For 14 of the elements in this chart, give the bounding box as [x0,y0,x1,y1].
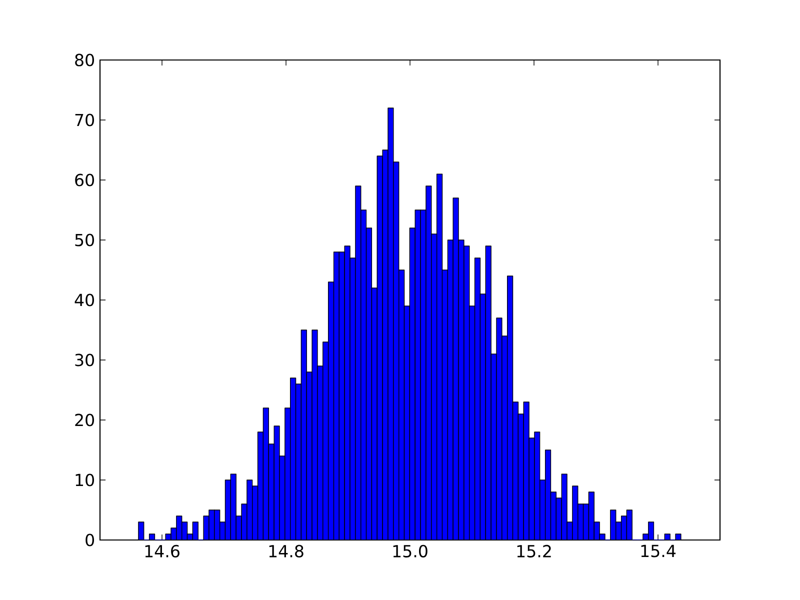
y-tick-label: 60 [75,174,94,186]
y-tick-label: 20 [75,414,94,426]
y-tick-label: 30 [75,354,94,366]
x-tick-label: 15.0 [393,544,428,558]
x-tick-label: 15.2 [517,544,551,558]
x-tick-label: 15.4 [641,544,676,558]
y-tick-label: 10 [76,474,94,486]
x-tick-label: 14.6 [145,544,180,558]
y-tick-label: 40 [74,294,94,306]
y-tick-label: 70 [75,114,94,126]
x-tick-label: 14.8 [269,544,304,558]
y-tick-label: 50 [75,234,94,246]
y-tick-label: 80 [75,54,94,66]
y-tick-label: 0 [86,534,94,546]
